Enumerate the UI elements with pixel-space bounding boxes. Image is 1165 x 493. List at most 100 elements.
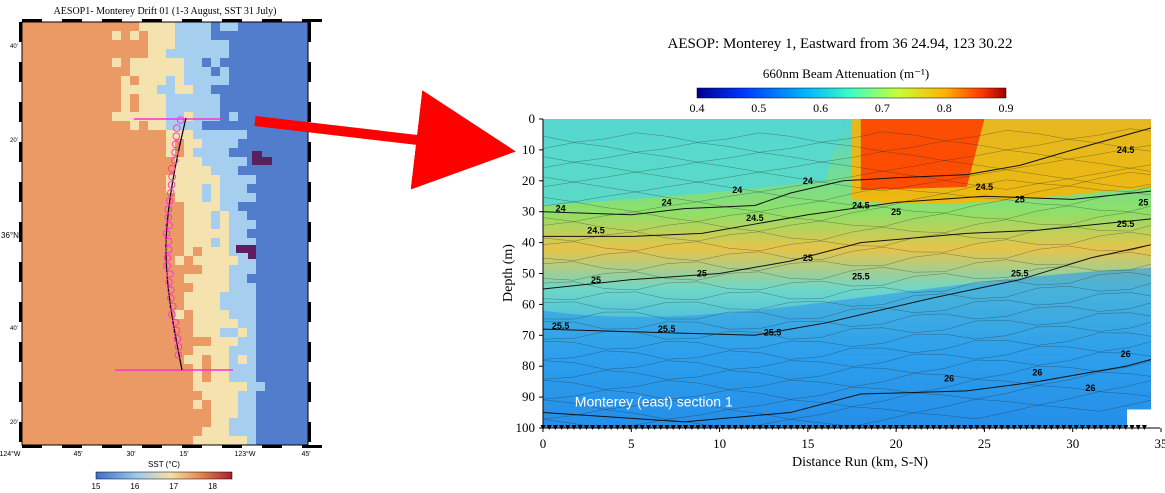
sst-cell bbox=[121, 31, 130, 40]
sst-cell bbox=[256, 274, 265, 283]
sst-cell bbox=[148, 148, 157, 157]
sst-cell bbox=[274, 175, 283, 184]
sst-cell bbox=[49, 292, 58, 301]
sst-cell bbox=[121, 283, 130, 292]
sst-cell bbox=[112, 76, 121, 85]
sst-cell bbox=[274, 292, 283, 301]
sst-cell bbox=[31, 436, 40, 445]
contour-label: 25 bbox=[697, 269, 707, 279]
sst-cell bbox=[31, 310, 40, 319]
sst-cell bbox=[175, 427, 184, 436]
sst-cell bbox=[76, 139, 85, 148]
attenuation-colorbar-tick: 0.4 bbox=[690, 101, 705, 115]
sst-cell bbox=[274, 265, 283, 274]
sst-cell bbox=[112, 337, 121, 346]
sst-cell bbox=[283, 355, 292, 364]
sst-cell bbox=[49, 355, 58, 364]
red-arrow-icon bbox=[254, 90, 516, 190]
sst-cell bbox=[166, 85, 175, 94]
sst-cell bbox=[184, 310, 193, 319]
sst-cell bbox=[49, 85, 58, 94]
sst-cell bbox=[85, 427, 94, 436]
station-marker-icon bbox=[763, 425, 769, 430]
sst-cell bbox=[130, 22, 139, 31]
sst-cell bbox=[256, 328, 265, 337]
sst-cell bbox=[103, 400, 112, 409]
sst-cell bbox=[103, 265, 112, 274]
sst-cell bbox=[94, 436, 103, 445]
sst-cell bbox=[238, 436, 247, 445]
sst-cell bbox=[130, 202, 139, 211]
sst-cell bbox=[265, 319, 274, 328]
sst-cell bbox=[175, 202, 184, 211]
sst-cell bbox=[49, 319, 58, 328]
sst-cell bbox=[31, 193, 40, 202]
sst-cell bbox=[40, 346, 49, 355]
sst-cell bbox=[283, 211, 292, 220]
peak-attenuation-region bbox=[860, 119, 985, 191]
sst-cell bbox=[220, 310, 229, 319]
sst-cell bbox=[130, 166, 139, 175]
sst-cell bbox=[67, 157, 76, 166]
sst-cell bbox=[94, 328, 103, 337]
sst-cell bbox=[22, 76, 31, 85]
station-marker-icon bbox=[751, 425, 757, 430]
sst-cell bbox=[166, 418, 175, 427]
sst-cell bbox=[157, 409, 166, 418]
contour-label: 24.5 bbox=[852, 201, 870, 211]
sst-cell bbox=[202, 337, 211, 346]
sst-cell bbox=[94, 58, 103, 67]
sst-cell bbox=[121, 40, 130, 49]
sst-cell bbox=[76, 427, 85, 436]
sst-cell bbox=[139, 364, 148, 373]
sst-cell bbox=[67, 301, 76, 310]
sst-cell bbox=[238, 211, 247, 220]
station-marker-icon bbox=[918, 425, 924, 430]
sst-cell bbox=[40, 58, 49, 67]
sst-cell bbox=[148, 67, 157, 76]
sst-cell bbox=[139, 211, 148, 220]
sst-cell bbox=[256, 85, 265, 94]
sst-cell bbox=[220, 85, 229, 94]
sst-cell bbox=[184, 364, 193, 373]
sst-cell bbox=[292, 409, 301, 418]
station-marker-icon bbox=[745, 425, 751, 430]
sst-cell bbox=[85, 328, 94, 337]
station-marker-icon bbox=[602, 425, 608, 430]
sst-cell bbox=[94, 283, 103, 292]
sst-cell bbox=[94, 319, 103, 328]
sst-cell bbox=[148, 292, 157, 301]
sst-cell bbox=[247, 157, 256, 166]
sst-cell bbox=[94, 256, 103, 265]
station-marker-icon bbox=[986, 425, 992, 430]
deep-region bbox=[543, 267, 1151, 428]
sst-cell bbox=[220, 148, 229, 157]
station-marker-icon bbox=[856, 425, 862, 430]
sst-cell bbox=[292, 319, 301, 328]
sst-cell bbox=[256, 211, 265, 220]
sst-cell bbox=[202, 427, 211, 436]
sst-cell bbox=[301, 247, 308, 256]
sst-cell bbox=[40, 301, 49, 310]
sst-cell bbox=[274, 364, 283, 373]
drift-point bbox=[163, 262, 171, 270]
sst-cell bbox=[166, 184, 175, 193]
sst-cell bbox=[31, 373, 40, 382]
sst-cell bbox=[103, 130, 112, 139]
sst-cell bbox=[220, 67, 229, 76]
sst-cell bbox=[202, 220, 211, 229]
sst-cell bbox=[58, 202, 67, 211]
sst-cell bbox=[76, 418, 85, 427]
sst-cell bbox=[139, 328, 148, 337]
sst-cell bbox=[130, 436, 139, 445]
sst-cell bbox=[31, 337, 40, 346]
sst-cell bbox=[193, 220, 202, 229]
sst-cell bbox=[193, 256, 202, 265]
sst-cell bbox=[22, 58, 31, 67]
sst-cell bbox=[40, 328, 49, 337]
sst-cell bbox=[76, 310, 85, 319]
sst-cell bbox=[256, 409, 265, 418]
sst-cell bbox=[256, 247, 265, 256]
sst-cell bbox=[67, 328, 76, 337]
